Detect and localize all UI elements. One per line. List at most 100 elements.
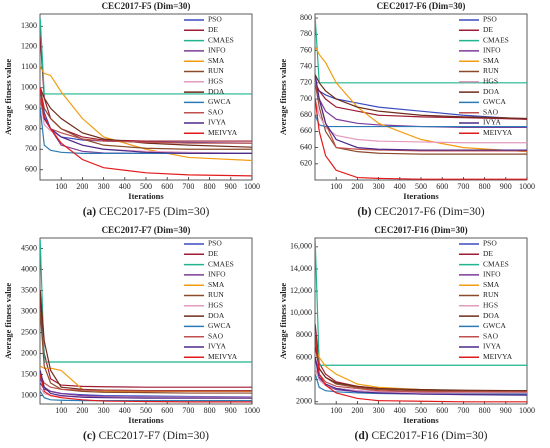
plot-area: [315, 241, 527, 403]
y-tick-label: 620: [300, 159, 312, 168]
x-tick-label: 800: [204, 406, 216, 415]
x-tick-label: 500: [140, 182, 152, 191]
x-tick-label: 800: [479, 182, 491, 191]
legend-label: DOA: [483, 311, 500, 320]
y-tick-label: 680: [300, 110, 312, 119]
y-axis-label: Average fitness value: [3, 59, 13, 136]
x-tick-label: 400: [119, 182, 131, 191]
legend-label: HGS: [483, 77, 498, 86]
y-tick-label: 660: [300, 126, 312, 135]
legend-label: SAO: [208, 331, 224, 340]
series-line: [40, 374, 252, 403]
series-line: [315, 241, 527, 366]
y-tick-label: 10,000: [290, 308, 312, 317]
legend-label: IVYA: [483, 118, 501, 127]
y-tick-label: 14,000: [290, 264, 312, 273]
chart-title: CEC2017-F6 (Dim=30): [377, 1, 466, 11]
x-tick-label: 1000: [519, 182, 535, 191]
y-tick-label: 4000: [296, 374, 312, 383]
legend-label: CMAES: [483, 259, 509, 268]
caption-text: CEC2017-F16 (Dim=30): [371, 430, 487, 442]
y-tick-label: 2000: [296, 397, 312, 406]
legend-label: GWCA: [483, 97, 506, 106]
series-line: [315, 82, 527, 155]
legend-label: SAO: [483, 331, 499, 340]
y-tick-label: 2000: [21, 348, 37, 357]
legend-label: IVYA: [483, 342, 501, 351]
caption-text: CEC2017-F6 (Dim=30): [374, 206, 484, 218]
legend-label: HGS: [208, 301, 223, 310]
x-tick-label: 700: [182, 406, 194, 415]
chart-panel: CEC2017-F7 (Dim=30) 1000 1500 2000 2500 3000 3…: [3, 225, 260, 442]
x-tick-label: 200: [76, 406, 88, 415]
x-tick-label: 1000: [244, 182, 260, 191]
legend-label: DE: [483, 249, 493, 258]
y-tick-label: 8000: [296, 330, 312, 339]
plot-area: [40, 18, 252, 177]
y-tick-label: 4500: [21, 243, 37, 252]
chart-panel: CEC2017-F6 (Dim=30) 620 640 660 680 700 720 740…: [278, 1, 535, 218]
legend-label: DE: [208, 249, 218, 258]
legend-label: RUN: [208, 290, 224, 299]
series-line: [40, 370, 252, 399]
legend-label: PSO: [483, 15, 497, 24]
x-tick-label: 800: [204, 182, 216, 191]
legend-label: INFO: [208, 46, 226, 55]
y-tick-label: 3000: [21, 306, 37, 315]
x-axis-label: Iterations: [128, 415, 164, 425]
caption-text: CEC2017-F5 (Dim=30): [99, 206, 209, 218]
series-line: [315, 18, 527, 84]
legend-label: CMAES: [483, 35, 509, 44]
legend-label: GWCA: [208, 321, 231, 330]
series-line: [315, 98, 527, 144]
legend-label: INFO: [208, 270, 226, 279]
series-line: [40, 87, 252, 154]
caption-label: (a): [83, 206, 97, 218]
series-line: [40, 240, 252, 363]
y-axis-label: Average fitness value: [278, 283, 288, 360]
legend-label: IVYA: [208, 342, 226, 351]
y-tick-label: 700: [25, 144, 37, 153]
x-tick-label: 400: [394, 406, 406, 415]
y-tick-label: 600: [25, 165, 37, 174]
legend-label: INFO: [483, 270, 501, 279]
chart-title: CEC2017-F5 (Dim=30): [102, 1, 191, 11]
x-tick-label: 100: [330, 406, 342, 415]
y-tick-label: 1300: [21, 21, 37, 30]
y-tick-label: 800: [300, 13, 312, 22]
x-tick-label: 700: [457, 406, 469, 415]
legend-label: HGS: [483, 301, 498, 310]
x-tick-label: 300: [373, 406, 385, 415]
y-tick-label: 3500: [21, 285, 37, 294]
y-tick-label: 700: [300, 94, 312, 103]
caption-label: (b): [357, 206, 371, 218]
series-line: [40, 87, 252, 177]
y-tick-label: 1200: [21, 42, 37, 51]
caption-text: CEC2017-F7 (Dim=30): [99, 430, 209, 442]
y-tick-label: 900: [25, 103, 37, 112]
series-line: [315, 98, 527, 180]
legend-label: HGS: [208, 77, 223, 86]
legend-label: IVYA: [208, 118, 226, 127]
series-line: [315, 74, 527, 151]
x-tick-label: 900: [500, 182, 512, 191]
x-tick-label: 900: [500, 406, 512, 415]
y-tick-label: 4000: [21, 264, 37, 273]
x-tick-label: 600: [436, 406, 448, 415]
series-line: [40, 66, 252, 162]
caption-label: (d): [355, 430, 369, 442]
series-line: [40, 311, 252, 394]
x-tick-label: 300: [98, 406, 110, 415]
legend-label: CMAES: [208, 259, 234, 268]
chart-panel: CEC2017-F5 (Dim=30) 600 700 800 900 1000 1100 1…: [3, 1, 260, 218]
y-tick-label: 1000: [21, 83, 37, 92]
y-tick-label: 740: [300, 61, 312, 70]
y-tick-label: 640: [300, 142, 312, 151]
legend-label: DOA: [208, 311, 225, 320]
x-tick-label: 900: [225, 182, 237, 191]
x-tick-label: 300: [98, 182, 110, 191]
series-line: [315, 335, 527, 403]
legend-label: SAO: [483, 107, 499, 116]
legend-label: CMAES: [208, 35, 234, 44]
